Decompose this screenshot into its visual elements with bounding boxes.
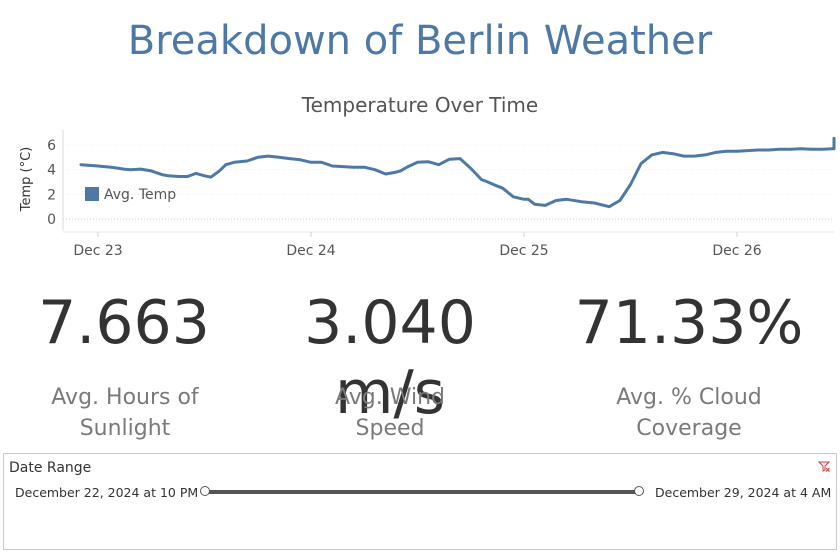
legend-swatch-avg-temp — [85, 187, 99, 201]
x-tick-label: Dec 25 — [499, 243, 548, 259]
clear-filter-icon[interactable] — [818, 461, 830, 473]
x-tick-label: Dec 23 — [73, 243, 122, 259]
legend-label-avg-temp: Avg. Temp — [104, 187, 176, 203]
kpi-wind-label-line1: Avg. Wind — [334, 385, 446, 410]
kpi-sunlight-label-line2: Sunlight — [79, 416, 171, 441]
kpi-sunlight-label-line1: Avg. Hours of — [51, 385, 199, 410]
kpi-cloud-value: 71.33% — [574, 288, 804, 358]
kpi-sunlight-value: 7.663 — [38, 288, 210, 358]
kpi-wind-label: Avg. Wind Speed — [285, 382, 495, 444]
dashboard-title: Breakdown of Berlin Weather — [127, 18, 713, 64]
slider-handle-start[interactable] — [200, 486, 210, 496]
kpi-wind-value: 3.040 m/s — [304, 288, 476, 428]
kpi-wind-label-line2: Speed — [355, 416, 425, 441]
temperature-chart: Temperature Over Time Temp (°C) 0 2 4 6 Dec… — [19, 93, 836, 259]
y-tick-label: 6 — [47, 138, 56, 154]
x-tick-label: Dec 26 — [712, 243, 761, 259]
date-range-filter: Date Range December 22, 2024 at 10 PM De… — [3, 453, 837, 550]
kpi-sunlight-label: Avg. Hours of Sunlight — [20, 382, 230, 444]
slider-handle-end[interactable] — [634, 486, 644, 496]
y-tick-label: 2 — [47, 187, 56, 203]
series-line-avg-temp — [79, 136, 836, 209]
slider-track[interactable] — [208, 490, 642, 494]
y-tick-label: 4 — [47, 163, 56, 179]
y-tick-label: 0 — [47, 212, 56, 228]
range-end-label: December 29, 2024 at 4 AM — [655, 485, 832, 500]
chart-title: Temperature Over Time — [301, 93, 538, 117]
kpi-cloud-label-line1: Avg. % Cloud — [616, 385, 762, 410]
range-start-label: December 22, 2024 at 10 PM — [15, 485, 199, 500]
x-tick-label: Dec 24 — [286, 243, 335, 259]
kpi-cloud-label-line2: Coverage — [636, 416, 742, 441]
y-axis-label: Temp (°C) — [19, 147, 34, 213]
kpi-cloud-label: Avg. % Cloud Coverage — [584, 382, 794, 444]
filter-title: Date Range — [9, 460, 92, 476]
